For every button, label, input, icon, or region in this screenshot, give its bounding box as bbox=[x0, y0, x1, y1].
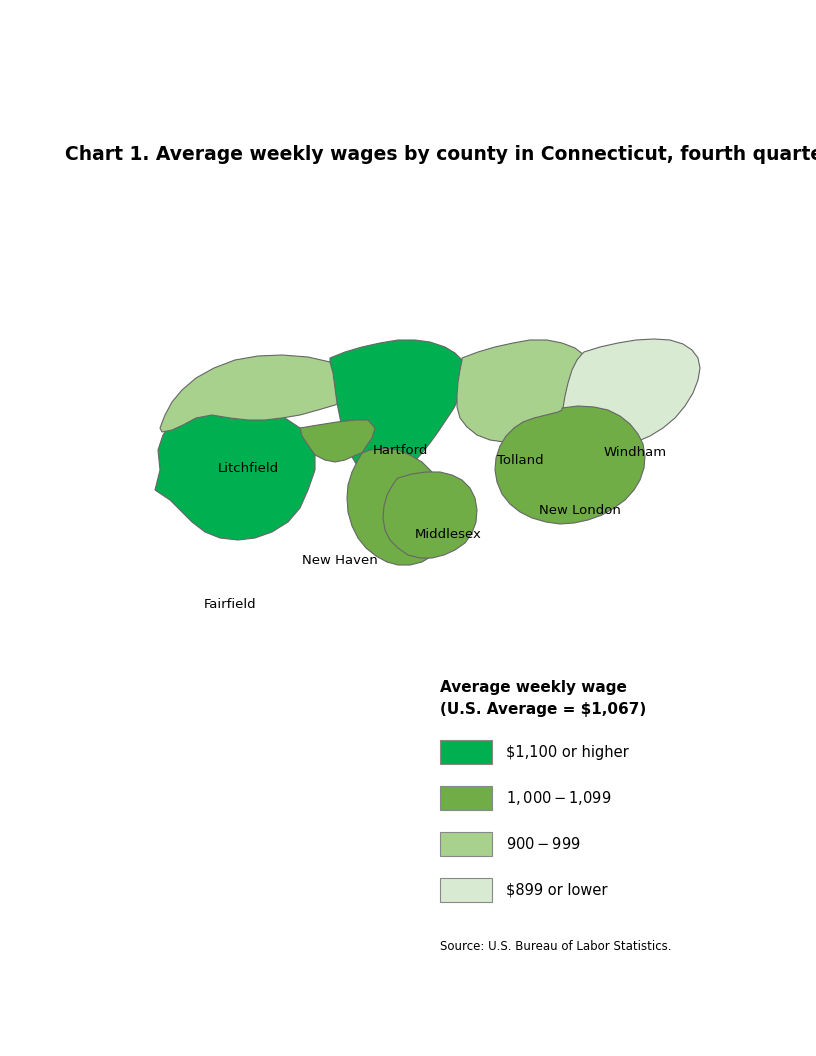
Text: $1,000-$1,099: $1,000-$1,099 bbox=[506, 789, 611, 807]
Bar bbox=[440, 878, 492, 902]
Text: Middlesex: Middlesex bbox=[415, 528, 481, 542]
Text: $1,100 or higher: $1,100 or higher bbox=[506, 744, 629, 759]
Bar bbox=[440, 740, 492, 763]
Text: Tolland: Tolland bbox=[497, 453, 543, 467]
Polygon shape bbox=[330, 340, 465, 482]
Text: Average weekly wage: Average weekly wage bbox=[440, 680, 627, 695]
Polygon shape bbox=[300, 420, 448, 565]
Text: Chart 1. Average weekly wages by county in Connecticut, fourth quarter 2016: Chart 1. Average weekly wages by county … bbox=[65, 145, 816, 164]
Text: New Haven: New Haven bbox=[302, 553, 378, 566]
Polygon shape bbox=[383, 472, 477, 558]
Text: Litchfield: Litchfield bbox=[217, 461, 278, 474]
Text: Source: U.S. Bureau of Labor Statistics.: Source: U.S. Bureau of Labor Statistics. bbox=[440, 940, 672, 953]
Polygon shape bbox=[160, 355, 362, 432]
Text: Windham: Windham bbox=[604, 446, 667, 458]
Text: (U.S. Average = $1,067): (U.S. Average = $1,067) bbox=[440, 702, 646, 717]
Polygon shape bbox=[563, 339, 700, 445]
Text: Fairfield: Fairfield bbox=[204, 599, 256, 611]
Text: $900-$999: $900-$999 bbox=[506, 836, 581, 852]
Text: $899 or lower: $899 or lower bbox=[506, 883, 607, 898]
Polygon shape bbox=[457, 340, 588, 442]
Polygon shape bbox=[155, 406, 315, 540]
Text: Hartford: Hartford bbox=[372, 444, 428, 456]
Text: New London: New London bbox=[539, 504, 621, 516]
Bar bbox=[440, 832, 492, 856]
Polygon shape bbox=[495, 406, 645, 524]
Bar bbox=[440, 786, 492, 810]
